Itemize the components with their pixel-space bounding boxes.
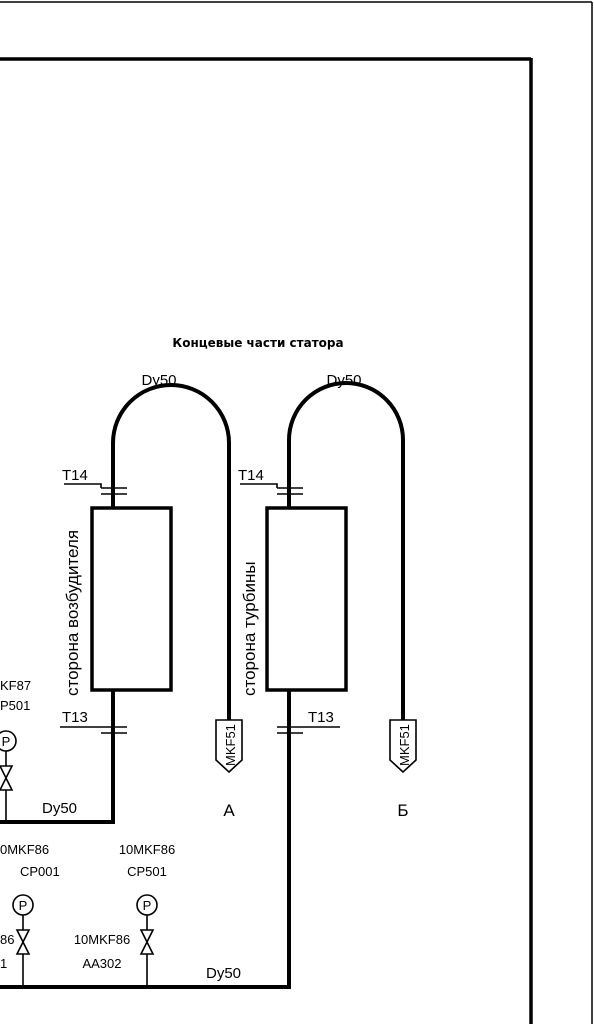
outlet-label-a: A bbox=[223, 801, 235, 820]
pipe-label-lower: Dy50 bbox=[206, 965, 241, 982]
instr-left-tag: KF87 bbox=[0, 678, 31, 693]
gauge-mid-symbol: P bbox=[19, 898, 28, 913]
stator-end-exciter-box bbox=[90, 506, 173, 692]
leader-t14-left bbox=[64, 483, 102, 488]
label-t13-right: T13 bbox=[308, 709, 334, 726]
valve-left-aa: 1 bbox=[0, 956, 7, 971]
leader-t14-right bbox=[240, 483, 278, 488]
outlet-tag-a-text: MKF51 bbox=[223, 724, 238, 766]
pipe-loop-right bbox=[287, 381, 405, 720]
label-t14-right: T14 bbox=[238, 467, 264, 484]
outlet-tag-b-text: MKF51 bbox=[397, 724, 412, 766]
label-t13-left: T13 bbox=[62, 709, 88, 726]
valve-mid-top-icon bbox=[15, 929, 31, 944]
valve-right-tag: 10MKF86 bbox=[74, 932, 130, 947]
pipe-label-upper: Dy50 bbox=[42, 800, 77, 817]
label-t14-left: T14 bbox=[62, 467, 88, 484]
gauge-left-symbol: P bbox=[2, 734, 11, 749]
instr-mid-cp: CP001 bbox=[20, 864, 60, 879]
valve-left-bottom-icon bbox=[0, 776, 14, 791]
instr-right-cp: CP501 bbox=[127, 864, 167, 879]
stator-end-turbine-box bbox=[265, 506, 348, 692]
outlet-tag-a bbox=[215, 719, 243, 774]
pipe-label-right: Dy50 bbox=[326, 372, 361, 389]
instr-left-cp: P501 bbox=[0, 698, 30, 713]
label-side-exciter: сторона возбудителя bbox=[63, 530, 82, 696]
valve-right-top-icon bbox=[139, 929, 155, 944]
pipe-loop-left bbox=[111, 383, 231, 720]
pipe-label-left: Dy50 bbox=[141, 372, 176, 389]
valve-left-tag: 86 bbox=[0, 932, 14, 947]
valve-left-top-icon bbox=[0, 765, 14, 780]
label-side-turbine: сторона турбины bbox=[240, 561, 259, 696]
outlet-tag-b bbox=[389, 719, 417, 774]
outlet-label-b: Б bbox=[397, 801, 408, 820]
diagram-title: Концевые части статора bbox=[172, 336, 343, 350]
valve-mid-bottom-icon bbox=[15, 940, 31, 955]
instr-right-tag: 10MKF86 bbox=[119, 842, 175, 857]
gauge-right-symbol: P bbox=[143, 898, 152, 913]
instr-mid-tag: 0MKF86 bbox=[0, 842, 49, 857]
valve-right-bottom-icon bbox=[139, 940, 155, 955]
valve-right-aa: AA302 bbox=[82, 956, 121, 971]
